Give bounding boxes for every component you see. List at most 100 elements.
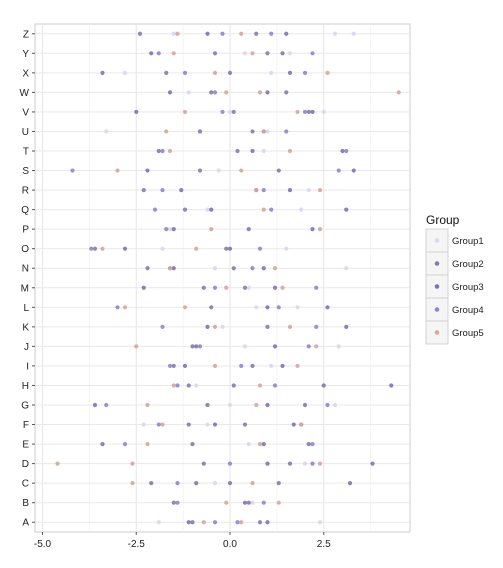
point-group4 [239, 363, 244, 369]
point-group3 [149, 51, 154, 56]
point-group4 [344, 148, 349, 154]
point-group2 [306, 441, 311, 447]
point-group1 [227, 402, 233, 408]
point-group1 [220, 324, 225, 329]
point-group4 [212, 520, 218, 525]
point-group3 [227, 246, 233, 251]
point-group3 [265, 520, 270, 525]
point-group4 [261, 500, 266, 505]
point-group4 [197, 129, 203, 134]
point-group3 [182, 363, 188, 369]
point-group3 [212, 422, 218, 427]
point-group2 [254, 31, 259, 36]
point-group1 [212, 266, 218, 271]
point-group5 [224, 500, 229, 505]
point-group3 [242, 500, 248, 505]
point-group4 [310, 441, 315, 447]
point-group2 [276, 168, 281, 173]
point-group3 [340, 148, 345, 154]
point-group4 [115, 305, 120, 310]
point-group3 [265, 461, 270, 466]
point-group1 [332, 402, 338, 408]
point-group3 [141, 285, 146, 290]
y-tick-label: M [21, 283, 29, 294]
point-group3 [287, 70, 293, 75]
legend-marker [434, 307, 440, 312]
point-group3 [321, 383, 326, 388]
point-group5 [276, 500, 281, 505]
point-group4 [160, 187, 165, 193]
y-tick-label: U [22, 127, 29, 138]
point-group5 [250, 481, 255, 486]
point-group2 [190, 520, 195, 525]
y-tick-label: J [24, 342, 29, 353]
point-group3 [261, 266, 266, 271]
point-group1 [160, 246, 165, 251]
point-group1 [265, 129, 270, 134]
point-group3 [272, 285, 278, 290]
scatter-points [55, 31, 401, 525]
point-group2 [156, 148, 161, 154]
point-group2 [231, 383, 236, 388]
point-group5 [122, 305, 128, 310]
point-group5 [254, 402, 259, 408]
y-tick-label: T [23, 147, 29, 158]
point-group4 [269, 31, 274, 36]
point-group2 [182, 207, 188, 212]
point-group3 [205, 324, 210, 329]
y-tick-label: Y [22, 49, 29, 60]
point-group5 [212, 324, 218, 329]
point-group4 [175, 500, 180, 505]
y-tick-label: P [22, 225, 29, 236]
point-group2 [92, 246, 98, 251]
point-group2 [201, 461, 206, 466]
point-group5 [167, 148, 173, 154]
point-group3 [194, 481, 199, 486]
point-group4 [314, 285, 319, 290]
point-group1 [269, 70, 274, 75]
point-group1 [299, 207, 304, 212]
point-group2 [302, 402, 308, 408]
point-group5 [257, 90, 263, 95]
point-group5 [224, 90, 229, 95]
point-group2 [186, 383, 191, 388]
point-group4 [104, 402, 109, 408]
point-group3 [186, 520, 191, 525]
point-group4 [325, 402, 330, 408]
point-group4 [310, 51, 315, 56]
point-group4 [182, 70, 188, 75]
point-group2 [209, 305, 214, 310]
point-group1 [336, 344, 341, 349]
point-group5 [280, 285, 285, 290]
y-tick-label: E [22, 440, 29, 451]
point-group3 [370, 461, 375, 466]
point-group1 [156, 520, 161, 525]
point-group5 [209, 227, 214, 232]
point-group5 [396, 90, 401, 95]
point-group4 [220, 31, 225, 36]
point-group3 [272, 344, 278, 349]
point-group3 [265, 305, 270, 310]
point-group3 [284, 31, 289, 36]
point-group5 [257, 383, 263, 388]
y-tick-label: A [22, 518, 29, 529]
point-group2 [224, 246, 229, 251]
point-group5 [134, 344, 139, 349]
point-group5 [317, 187, 323, 193]
point-group3 [265, 402, 270, 408]
point-group2 [287, 461, 293, 466]
point-group1 [321, 109, 326, 115]
point-group3 [389, 383, 394, 388]
point-group2 [284, 90, 289, 95]
point-group5 [55, 461, 60, 466]
point-group1 [284, 246, 289, 251]
point-group4 [336, 168, 341, 173]
y-tick-label: Q [21, 205, 29, 216]
point-group3 [100, 70, 105, 75]
y-tick-label: F [23, 420, 29, 431]
legend-label: Group1 [452, 236, 484, 247]
point-group5 [130, 461, 135, 466]
legend-title: Group [426, 213, 460, 227]
point-group1 [194, 383, 199, 388]
